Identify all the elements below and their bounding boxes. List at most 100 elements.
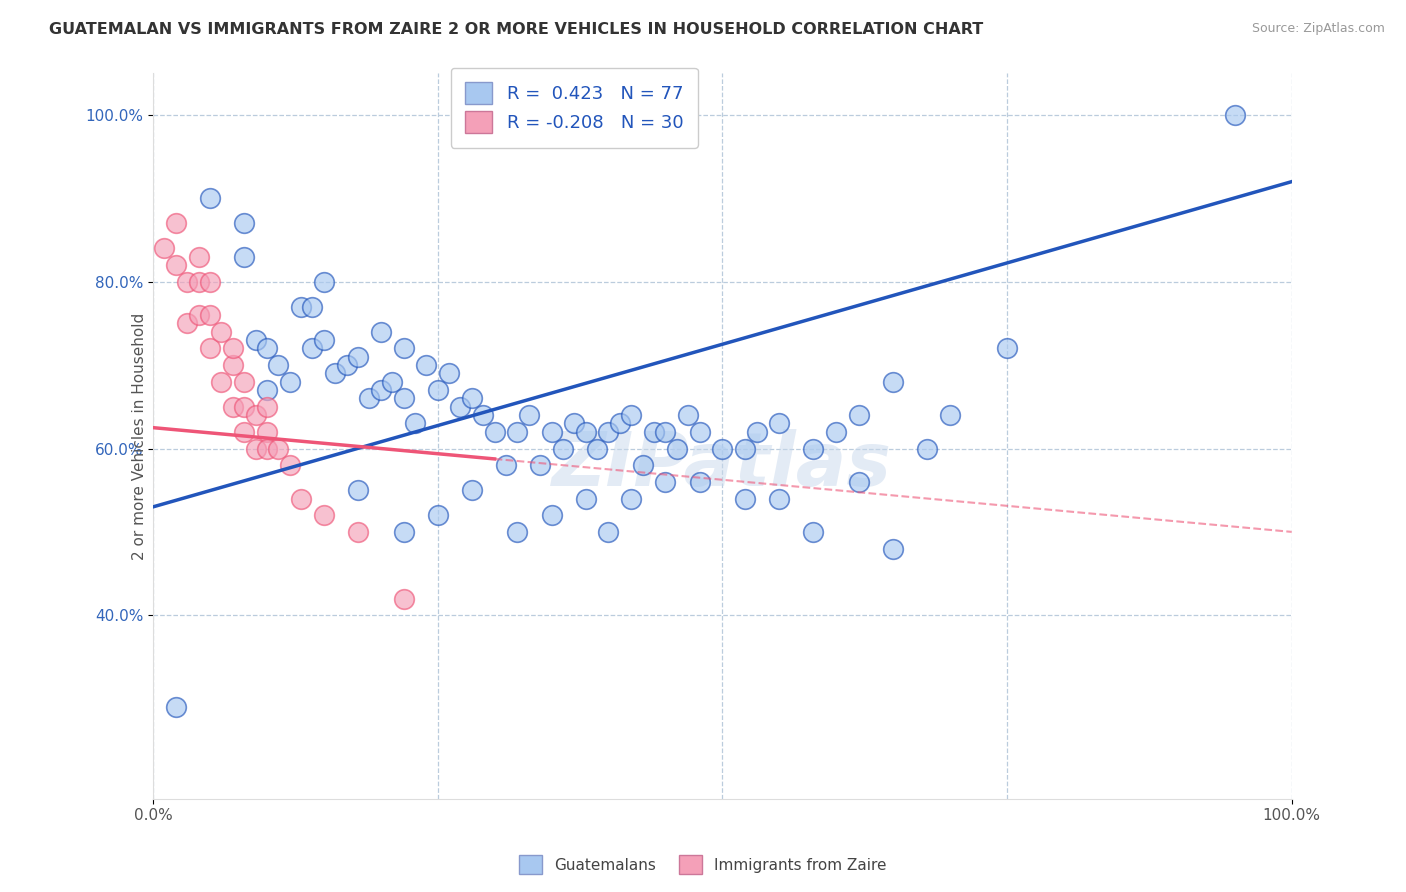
Point xyxy=(917,442,939,456)
Point xyxy=(336,358,359,372)
Point xyxy=(209,375,232,389)
Point xyxy=(381,375,404,389)
Point xyxy=(506,425,529,439)
Point xyxy=(256,442,278,456)
Point xyxy=(209,325,232,339)
Point xyxy=(562,417,585,431)
Point xyxy=(165,216,187,230)
Point xyxy=(187,308,209,322)
Point xyxy=(882,541,904,556)
Point xyxy=(506,524,529,539)
Point xyxy=(461,392,484,406)
Point xyxy=(370,383,392,397)
Point xyxy=(437,367,460,381)
Point xyxy=(323,367,346,381)
Point xyxy=(233,400,256,414)
Point xyxy=(245,408,267,422)
Point xyxy=(803,524,825,539)
Point xyxy=(187,275,209,289)
Point xyxy=(745,425,768,439)
Point xyxy=(256,383,278,397)
Point xyxy=(359,392,381,406)
Point xyxy=(848,475,870,489)
Point xyxy=(290,491,312,506)
Point xyxy=(222,358,245,372)
Point xyxy=(233,216,256,230)
Point xyxy=(278,375,301,389)
Point xyxy=(233,425,256,439)
Point xyxy=(415,358,437,372)
Point xyxy=(461,483,484,498)
Point xyxy=(176,275,198,289)
Point xyxy=(768,491,790,506)
Point xyxy=(165,258,187,272)
Point xyxy=(301,300,323,314)
Point xyxy=(882,375,904,389)
Point xyxy=(198,275,221,289)
Point xyxy=(267,442,290,456)
Point xyxy=(529,458,551,473)
Point xyxy=(198,191,221,205)
Point xyxy=(176,317,198,331)
Point xyxy=(222,342,245,356)
Point xyxy=(404,417,426,431)
Point xyxy=(347,524,370,539)
Point xyxy=(551,442,574,456)
Point xyxy=(768,417,790,431)
Point xyxy=(734,491,756,506)
Point xyxy=(620,408,643,422)
Point xyxy=(198,342,221,356)
Point xyxy=(631,458,654,473)
Text: ZIPatlas: ZIPatlas xyxy=(553,428,893,501)
Point xyxy=(153,241,176,255)
Point xyxy=(484,425,506,439)
Point xyxy=(256,342,278,356)
Point xyxy=(689,425,711,439)
Point xyxy=(222,400,245,414)
Point xyxy=(426,383,449,397)
Point xyxy=(290,300,312,314)
Point xyxy=(575,425,598,439)
Point xyxy=(825,425,848,439)
Point xyxy=(267,358,290,372)
Point xyxy=(233,250,256,264)
Legend: R =  0.423   N = 77, R = -0.208   N = 30: R = 0.423 N = 77, R = -0.208 N = 30 xyxy=(451,68,697,148)
Point xyxy=(347,483,370,498)
Point xyxy=(803,442,825,456)
Point xyxy=(734,442,756,456)
Point xyxy=(392,342,415,356)
Point xyxy=(245,333,267,347)
Point xyxy=(472,408,495,422)
Text: Source: ZipAtlas.com: Source: ZipAtlas.com xyxy=(1251,22,1385,36)
Point xyxy=(598,524,620,539)
Point xyxy=(347,350,370,364)
Point xyxy=(256,400,278,414)
Point xyxy=(654,425,676,439)
Point xyxy=(392,392,415,406)
Point xyxy=(426,508,449,523)
Point xyxy=(233,375,256,389)
Point xyxy=(643,425,665,439)
Point xyxy=(312,333,335,347)
Point xyxy=(620,491,643,506)
Point xyxy=(586,442,609,456)
Point xyxy=(517,408,540,422)
Point xyxy=(575,491,598,506)
Point xyxy=(256,425,278,439)
Point xyxy=(392,524,415,539)
Point xyxy=(165,700,187,714)
Point xyxy=(278,458,301,473)
Point xyxy=(995,342,1018,356)
Legend: Guatemalans, Immigrants from Zaire: Guatemalans, Immigrants from Zaire xyxy=(513,849,893,880)
Point xyxy=(392,591,415,606)
Point xyxy=(450,400,472,414)
Point xyxy=(609,417,631,431)
Point xyxy=(187,250,209,264)
Text: GUATEMALAN VS IMMIGRANTS FROM ZAIRE 2 OR MORE VEHICLES IN HOUSEHOLD CORRELATION : GUATEMALAN VS IMMIGRANTS FROM ZAIRE 2 OR… xyxy=(49,22,983,37)
Point xyxy=(689,475,711,489)
Point xyxy=(198,308,221,322)
Point xyxy=(495,458,517,473)
Y-axis label: 2 or more Vehicles in Household: 2 or more Vehicles in Household xyxy=(132,312,148,559)
Point xyxy=(676,408,699,422)
Point xyxy=(312,508,335,523)
